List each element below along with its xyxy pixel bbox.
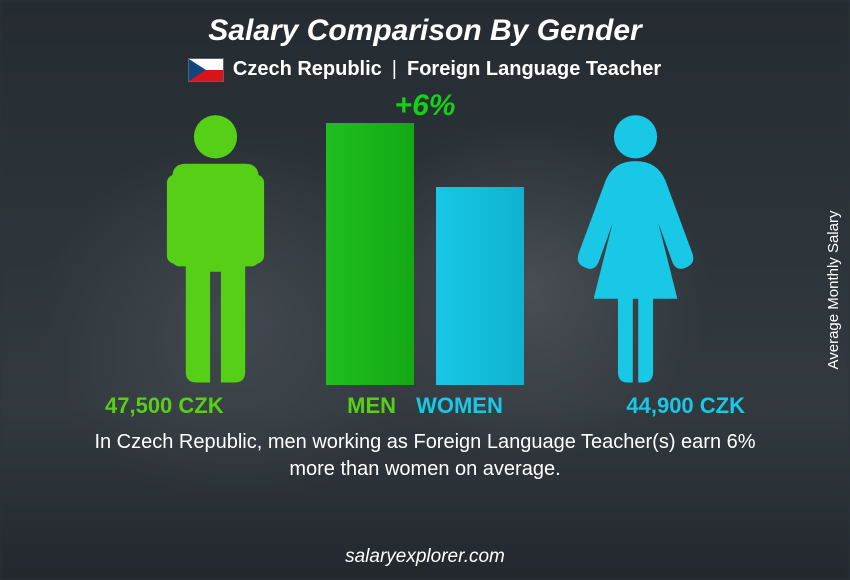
- subtitle-country: Czech Republic: [233, 58, 382, 81]
- subtitle-separator: |: [392, 58, 397, 81]
- infographic-content: Salary Comparison By Gender Czech Republ…: [0, 0, 850, 580]
- women-label: WOMEN: [416, 393, 503, 419]
- bar-group: [326, 123, 524, 385]
- man-icon-wrap: [145, 110, 285, 385]
- subtitle-job: Foreign Language Teacher: [407, 58, 661, 81]
- y-axis-label: Average Monthly Salary: [825, 211, 842, 370]
- woman-icon-wrap: [565, 110, 705, 385]
- gender-labels-row: MEN WOMEN: [105, 393, 745, 419]
- page-title: Salary Comparison By Gender: [208, 14, 641, 48]
- footer-source: salaryexplorer.com: [0, 546, 850, 568]
- men-label: MEN: [347, 393, 396, 419]
- subtitle-row: Czech Republic | Foreign Language Teache…: [189, 58, 661, 81]
- man-icon: [148, 110, 283, 385]
- summary-text: In Czech Republic, men working as Foreig…: [75, 429, 775, 483]
- bar-women: [436, 187, 524, 385]
- chart-area: +6% 47,500 CZK 44,900 CZK MEN WOMEN: [105, 89, 745, 419]
- czech-flag-icon: [189, 59, 223, 81]
- flag-triangle: [189, 59, 206, 81]
- woman-icon: [568, 110, 703, 385]
- bar-men: [326, 123, 414, 385]
